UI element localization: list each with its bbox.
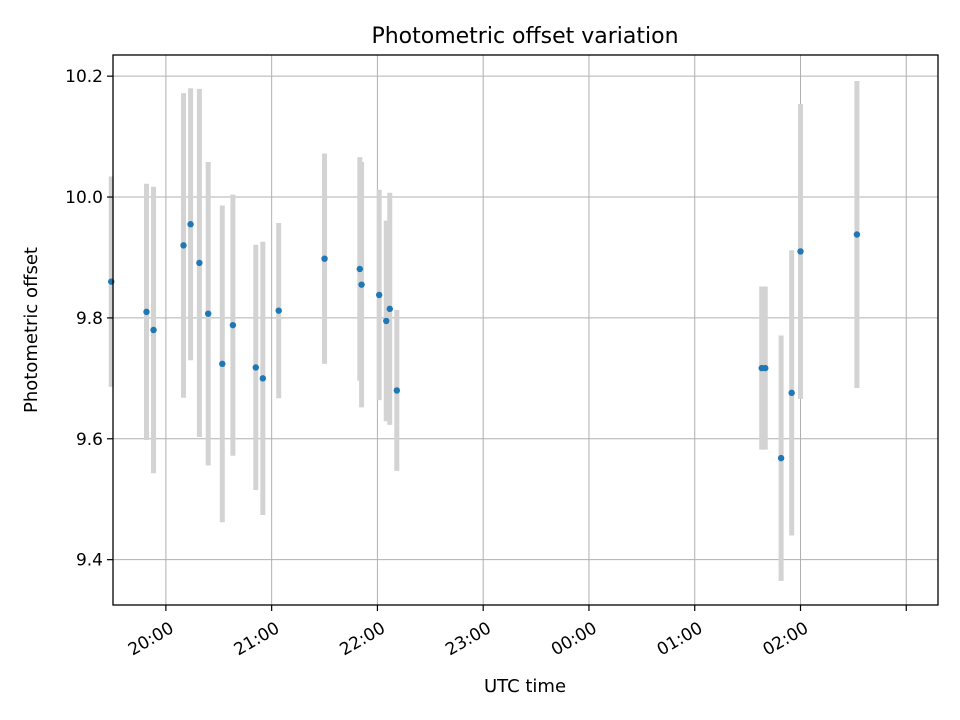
data-point — [219, 360, 226, 368]
data-point — [375, 291, 383, 299]
plot-area — [113, 55, 938, 605]
data-point — [321, 255, 328, 262]
data-point — [150, 326, 157, 334]
y-axis-ticks: 9.4 9.6 9.8 10.0 10.2 — [65, 67, 113, 571]
data-point — [204, 310, 212, 317]
data-point — [143, 308, 150, 316]
data-points — [108, 221, 861, 462]
data-point — [788, 389, 795, 397]
y-tick-label: 9.6 — [76, 430, 103, 450]
data-point — [180, 242, 187, 249]
y-tick-label: 10.0 — [65, 188, 103, 208]
data-point — [196, 259, 203, 267]
x-axis-label: UTC time — [484, 676, 566, 697]
y-tick-label: 10.2 — [65, 67, 103, 87]
data-point — [393, 387, 401, 394]
y-axis-label: Photometric offset — [21, 247, 42, 413]
data-point — [853, 231, 861, 238]
data-point — [187, 221, 194, 228]
y-tick-label: 9.8 — [76, 309, 103, 329]
data-point — [259, 375, 267, 382]
chart-title: Photometric offset variation — [371, 24, 678, 49]
y-tick-label: 9.4 — [76, 551, 103, 571]
data-point — [386, 305, 393, 313]
data-point — [252, 364, 259, 371]
data-point — [383, 317, 390, 325]
data-point — [797, 248, 804, 255]
data-point — [358, 281, 365, 288]
data-point — [229, 321, 237, 329]
data-point — [275, 307, 282, 314]
data-point — [777, 454, 785, 462]
data-point — [356, 265, 363, 273]
data-point — [762, 364, 769, 372]
plot-frame — [112, 54, 939, 606]
